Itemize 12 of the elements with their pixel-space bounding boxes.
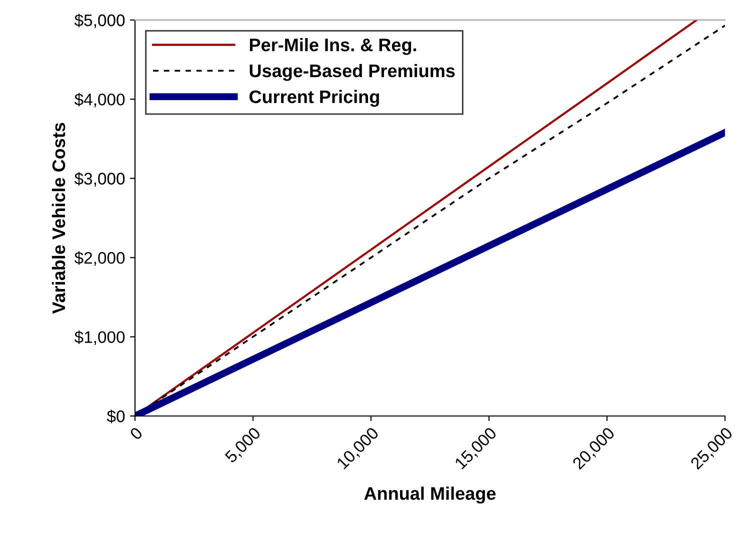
x-axis-title: Annual Mileage bbox=[364, 486, 496, 504]
y-axis-title: Variable Vehicle Costs bbox=[52, 122, 66, 314]
x-tick-label: 0 bbox=[129, 426, 144, 440]
y-tick-label: $3,000 bbox=[74, 172, 125, 187]
y-tick-label: $4,000 bbox=[74, 92, 125, 108]
y-tick-label: $0 bbox=[106, 410, 125, 424]
y-tick-label: $1,000 bbox=[74, 330, 125, 345]
y-tick-label: $2,000 bbox=[74, 251, 125, 266]
legend-label: Usage-Based Premiums bbox=[250, 64, 455, 81]
legend-label: Current Pricing bbox=[249, 90, 379, 107]
legend-label: Per-Mile Ins. & Reg. bbox=[250, 38, 416, 55]
y-tick-label: $5,000 bbox=[74, 14, 125, 28]
